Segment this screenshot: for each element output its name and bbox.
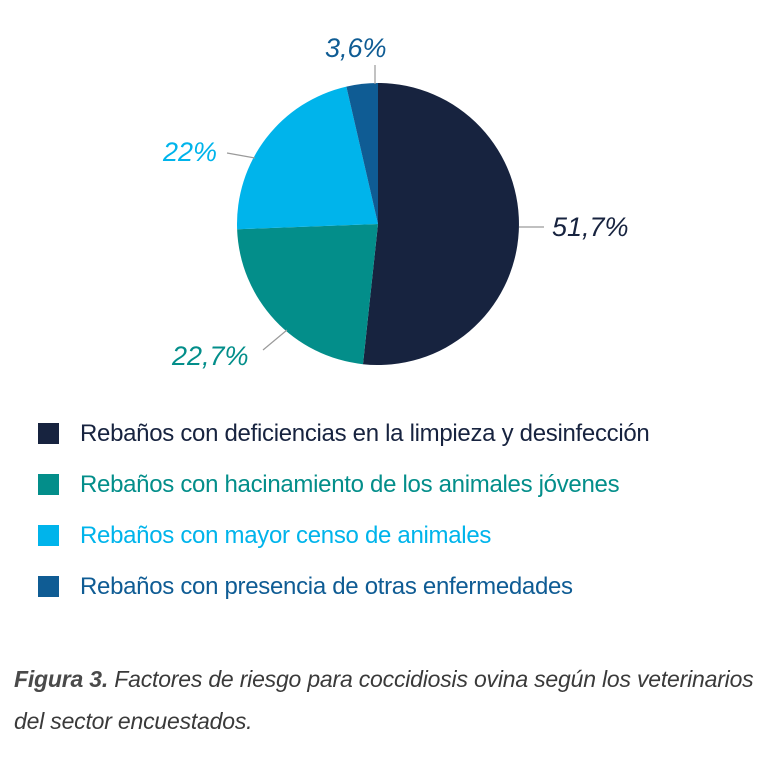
legend-label-otras: Rebaños con presencia de otras enfermeda… — [80, 572, 573, 600]
chart-legend: Rebaños con deficiencias en la limpieza … — [38, 408, 758, 612]
data-label-limpieza: 51,7% — [552, 212, 629, 242]
legend-swatch-censo — [38, 525, 59, 546]
pie-chart: 51,7% 22,7% 22% 3,6% — [162, 33, 629, 371]
pie-slice-limpieza — [362, 83, 519, 365]
data-label-hacinamiento: 22,7% — [171, 341, 249, 371]
legend-swatch-limpieza — [38, 423, 59, 444]
caption-label: Figura 3. — [14, 666, 109, 692]
pie-slice-otras — [346, 83, 378, 224]
caption-text: Factores de riesgo para coccidiosis ovin… — [14, 666, 754, 734]
legend-item-otras: Rebaños con presencia de otras enfermeda… — [38, 561, 758, 612]
legend-swatch-otras — [38, 576, 59, 597]
legend-swatch-hacinamiento — [38, 474, 59, 495]
data-label-otras: 3,6% — [325, 33, 387, 63]
legend-item-hacinamiento: Rebaños con hacinamiento de los animales… — [38, 459, 758, 510]
leader-line-censo — [226, 152, 256, 159]
legend-label-hacinamiento: Rebaños con hacinamiento de los animales… — [80, 470, 620, 498]
legend-item-censo: Rebaños con mayor censo de animales — [38, 510, 758, 561]
pie-slice-hacinamiento — [237, 224, 378, 365]
legend-item-limpieza: Rebaños con deficiencias en la limpieza … — [38, 408, 758, 459]
data-label-censo: 22% — [162, 137, 217, 167]
leader-line-hacinamiento — [262, 329, 288, 351]
legend-label-limpieza: Rebaños con deficiencias en la limpieza … — [80, 419, 650, 447]
figure-caption: Figura 3. Factores de riesgo para coccid… — [14, 658, 754, 742]
legend-label-censo: Rebaños con mayor censo de animales — [80, 521, 492, 549]
pie-slice-censo — [236, 86, 378, 230]
